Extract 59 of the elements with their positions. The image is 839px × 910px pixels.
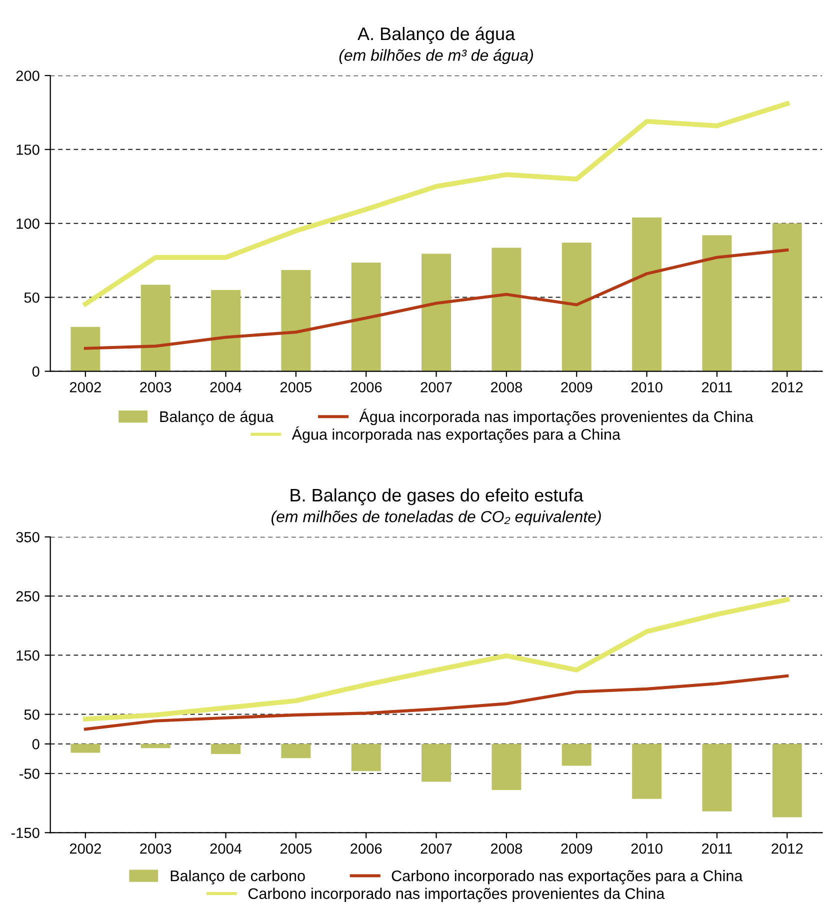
x-tick-label: 2004 xyxy=(210,843,242,854)
y-tick-label: 0 xyxy=(32,739,40,750)
bar xyxy=(492,248,522,372)
legend-label: Balanço de carbono xyxy=(170,870,305,884)
y-tick-label: 100 xyxy=(16,218,40,229)
y-tick-label: 200 xyxy=(16,70,40,81)
x-tick-label: 2011 xyxy=(702,843,732,854)
chart-title: B. Balanço de gases do efeito estufa xyxy=(290,488,584,506)
y-tick-label: -50 xyxy=(19,768,40,779)
line-series xyxy=(82,101,790,306)
x-tick-label: 2002 xyxy=(70,843,101,854)
y-tick-label: 250 xyxy=(16,591,40,602)
chart-title: A. Balanço de água xyxy=(358,26,516,44)
x-tick-label: 2008 xyxy=(490,382,522,392)
y-tick-label: 50 xyxy=(24,709,40,720)
x-tick-label: 2005 xyxy=(280,382,312,392)
chart-subtitle: (em bilhões de m³ de água) xyxy=(339,48,533,64)
bar xyxy=(422,254,452,372)
legend-label: Água incorporada nas exportações para a China xyxy=(292,426,620,443)
x-tick-label: 2005 xyxy=(280,843,312,854)
bar xyxy=(702,235,732,372)
bar xyxy=(562,242,592,372)
x-tick-label: 2010 xyxy=(631,843,662,854)
y-tick-label: 150 xyxy=(16,650,40,661)
x-tick-label: 2004 xyxy=(210,382,242,392)
bar xyxy=(632,217,662,372)
bar xyxy=(211,290,241,372)
line-series xyxy=(84,674,789,731)
y-tick-label: 150 xyxy=(16,144,40,155)
chart-subtitle: (em milhões de toneladas de CO₂ equivalente) xyxy=(272,510,601,526)
line-series xyxy=(84,248,789,350)
bar xyxy=(772,223,802,372)
x-tick-label: 2010 xyxy=(631,382,662,392)
bar xyxy=(351,262,381,372)
y-tick-label: 350 xyxy=(16,532,40,542)
x-tick-label: 2012 xyxy=(772,382,803,392)
legend-label: Água incorporada nas importações provenientes da China xyxy=(359,408,754,426)
x-tick-label: 2011 xyxy=(702,382,732,392)
bar xyxy=(140,284,170,372)
x-tick-label: 2007 xyxy=(420,843,452,854)
x-tick-label: 2009 xyxy=(561,843,592,854)
y-tick-label: 50 xyxy=(24,292,40,303)
x-tick-label: 2006 xyxy=(350,843,382,854)
y-tick-label: 0 xyxy=(32,366,40,377)
x-tick-label: 2012 xyxy=(772,843,803,854)
x-tick-label: 2006 xyxy=(350,382,382,392)
x-tick-label: 2002 xyxy=(70,382,101,392)
legend-label: Balanço de água xyxy=(160,410,274,426)
legend-label: Carbono incorporado nas importações provenientes da China xyxy=(248,888,665,902)
x-tick-label: 2007 xyxy=(420,382,452,392)
x-tick-label: 2008 xyxy=(490,843,522,854)
x-tick-label: 2009 xyxy=(561,382,592,392)
line-series xyxy=(82,597,790,722)
x-tick-label: 2003 xyxy=(140,843,172,854)
y-tick-label: -150 xyxy=(11,828,40,838)
bar xyxy=(70,326,100,372)
bar xyxy=(281,270,311,372)
x-tick-label: 2003 xyxy=(140,382,172,392)
legend-label: Carbono incorporado nas exportações para a China xyxy=(392,870,743,884)
